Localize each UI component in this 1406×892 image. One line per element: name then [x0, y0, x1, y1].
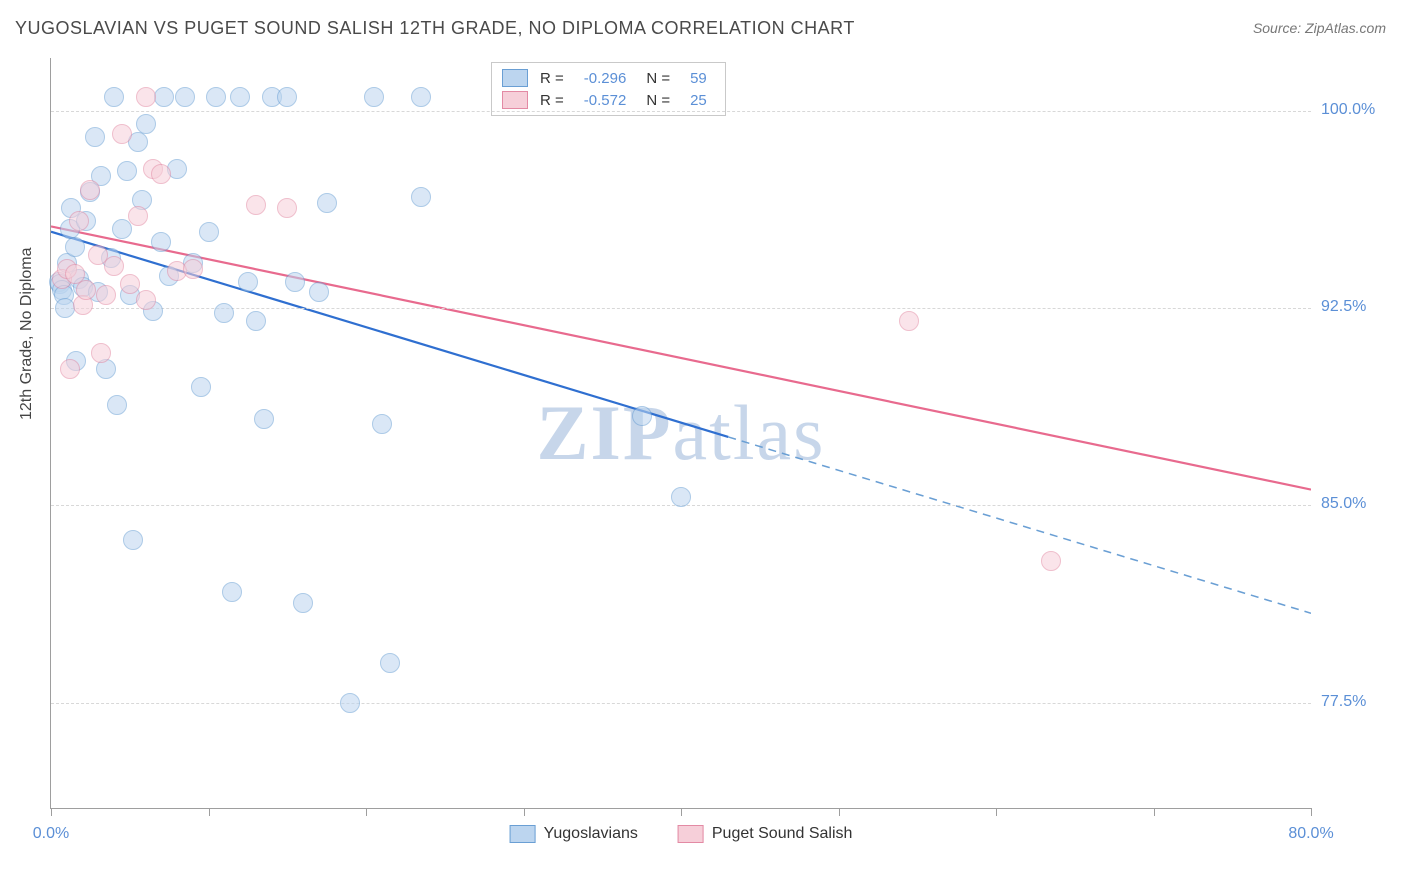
data-point	[309, 282, 329, 302]
legend-swatch	[502, 91, 528, 109]
data-point	[230, 87, 250, 107]
data-point	[340, 693, 360, 713]
data-point	[128, 206, 148, 226]
data-point	[246, 195, 266, 215]
legend-swatch	[502, 69, 528, 87]
chart-title: YUGOSLAVIAN VS PUGET SOUND SALISH 12TH G…	[15, 18, 855, 39]
legend-row: R = -0.296 N = 59	[502, 67, 715, 89]
x-tick	[209, 808, 210, 816]
data-point	[199, 222, 219, 242]
data-point	[117, 161, 137, 181]
data-point	[107, 395, 127, 415]
data-point	[104, 87, 124, 107]
x-tick	[839, 808, 840, 816]
data-point	[175, 87, 195, 107]
y-tick-label: 92.5%	[1321, 298, 1401, 316]
legend-swatch	[678, 825, 704, 843]
data-point	[60, 359, 80, 379]
source-label: Source: ZipAtlas.com	[1253, 20, 1386, 36]
x-tick-label: 0.0%	[33, 825, 69, 843]
data-point	[136, 290, 156, 310]
series-name: Yugoslavians	[544, 825, 638, 843]
data-point	[632, 406, 652, 426]
data-point	[254, 409, 274, 429]
gridline	[51, 308, 1311, 309]
legend-row: R = -0.572 N = 25	[502, 89, 715, 111]
n-value: 25	[690, 92, 707, 109]
data-point	[206, 87, 226, 107]
data-point	[76, 280, 96, 300]
n-label: N =	[646, 92, 670, 109]
gridline	[51, 703, 1311, 704]
series-name: Puget Sound Salish	[712, 825, 853, 843]
correlation-legend: R = -0.296 N = 59 R = -0.572 N = 25	[491, 62, 726, 116]
n-label: N =	[646, 70, 670, 87]
data-point	[85, 127, 105, 147]
x-tick	[51, 808, 52, 816]
data-point	[80, 180, 100, 200]
data-point	[96, 285, 116, 305]
x-tick	[1311, 808, 1312, 816]
data-point	[899, 311, 919, 331]
data-point	[65, 237, 85, 257]
data-point	[364, 87, 384, 107]
data-point	[285, 272, 305, 292]
data-point	[214, 303, 234, 323]
data-point	[222, 582, 242, 602]
chart-container: YUGOSLAVIAN VS PUGET SOUND SALISH 12TH G…	[0, 0, 1406, 892]
data-point	[104, 256, 124, 276]
y-tick-label: 100.0%	[1321, 101, 1401, 119]
series-legend: Yugoslavians Puget Sound Salish	[510, 825, 853, 843]
data-point	[671, 487, 691, 507]
data-point	[372, 414, 392, 434]
data-point	[411, 87, 431, 107]
trend-lines	[51, 58, 1311, 808]
data-point	[1041, 551, 1061, 571]
y-tick-label: 77.5%	[1321, 693, 1401, 711]
data-point	[136, 87, 156, 107]
plot-area: ZIPatlas R =-0.296N =59R =-0.572N =25 Yu…	[50, 58, 1311, 809]
data-point	[112, 124, 132, 144]
data-point	[238, 272, 258, 292]
legend-swatch	[510, 825, 536, 843]
x-tick	[681, 808, 682, 816]
series-legend-item: Yugoslavians	[510, 825, 638, 843]
data-point	[151, 232, 171, 252]
gridline	[51, 111, 1311, 112]
data-point	[123, 530, 143, 550]
data-point	[69, 211, 89, 231]
r-label: R =	[540, 92, 564, 109]
data-point	[380, 653, 400, 673]
series-legend-item: Puget Sound Salish	[678, 825, 853, 843]
data-point	[191, 377, 211, 397]
data-point	[183, 259, 203, 279]
r-value: -0.572	[584, 92, 627, 109]
x-tick-label: 80.0%	[1288, 825, 1333, 843]
data-point	[151, 164, 171, 184]
data-point	[91, 343, 111, 363]
x-tick	[524, 808, 525, 816]
r-label: R =	[540, 70, 564, 87]
data-point	[154, 87, 174, 107]
x-tick	[366, 808, 367, 816]
data-point	[136, 114, 156, 134]
x-tick	[996, 808, 997, 816]
data-point	[120, 274, 140, 294]
x-tick	[1154, 808, 1155, 816]
data-point	[277, 87, 297, 107]
data-point	[246, 311, 266, 331]
y-tick-label: 85.0%	[1321, 495, 1401, 513]
r-value: -0.296	[584, 70, 627, 87]
n-value: 59	[690, 70, 707, 87]
data-point	[293, 593, 313, 613]
y-axis-label: 12th Grade, No Diploma	[18, 247, 36, 420]
watermark: ZIPatlas	[537, 388, 826, 478]
data-point	[317, 193, 337, 213]
data-point	[277, 198, 297, 218]
data-point	[411, 187, 431, 207]
